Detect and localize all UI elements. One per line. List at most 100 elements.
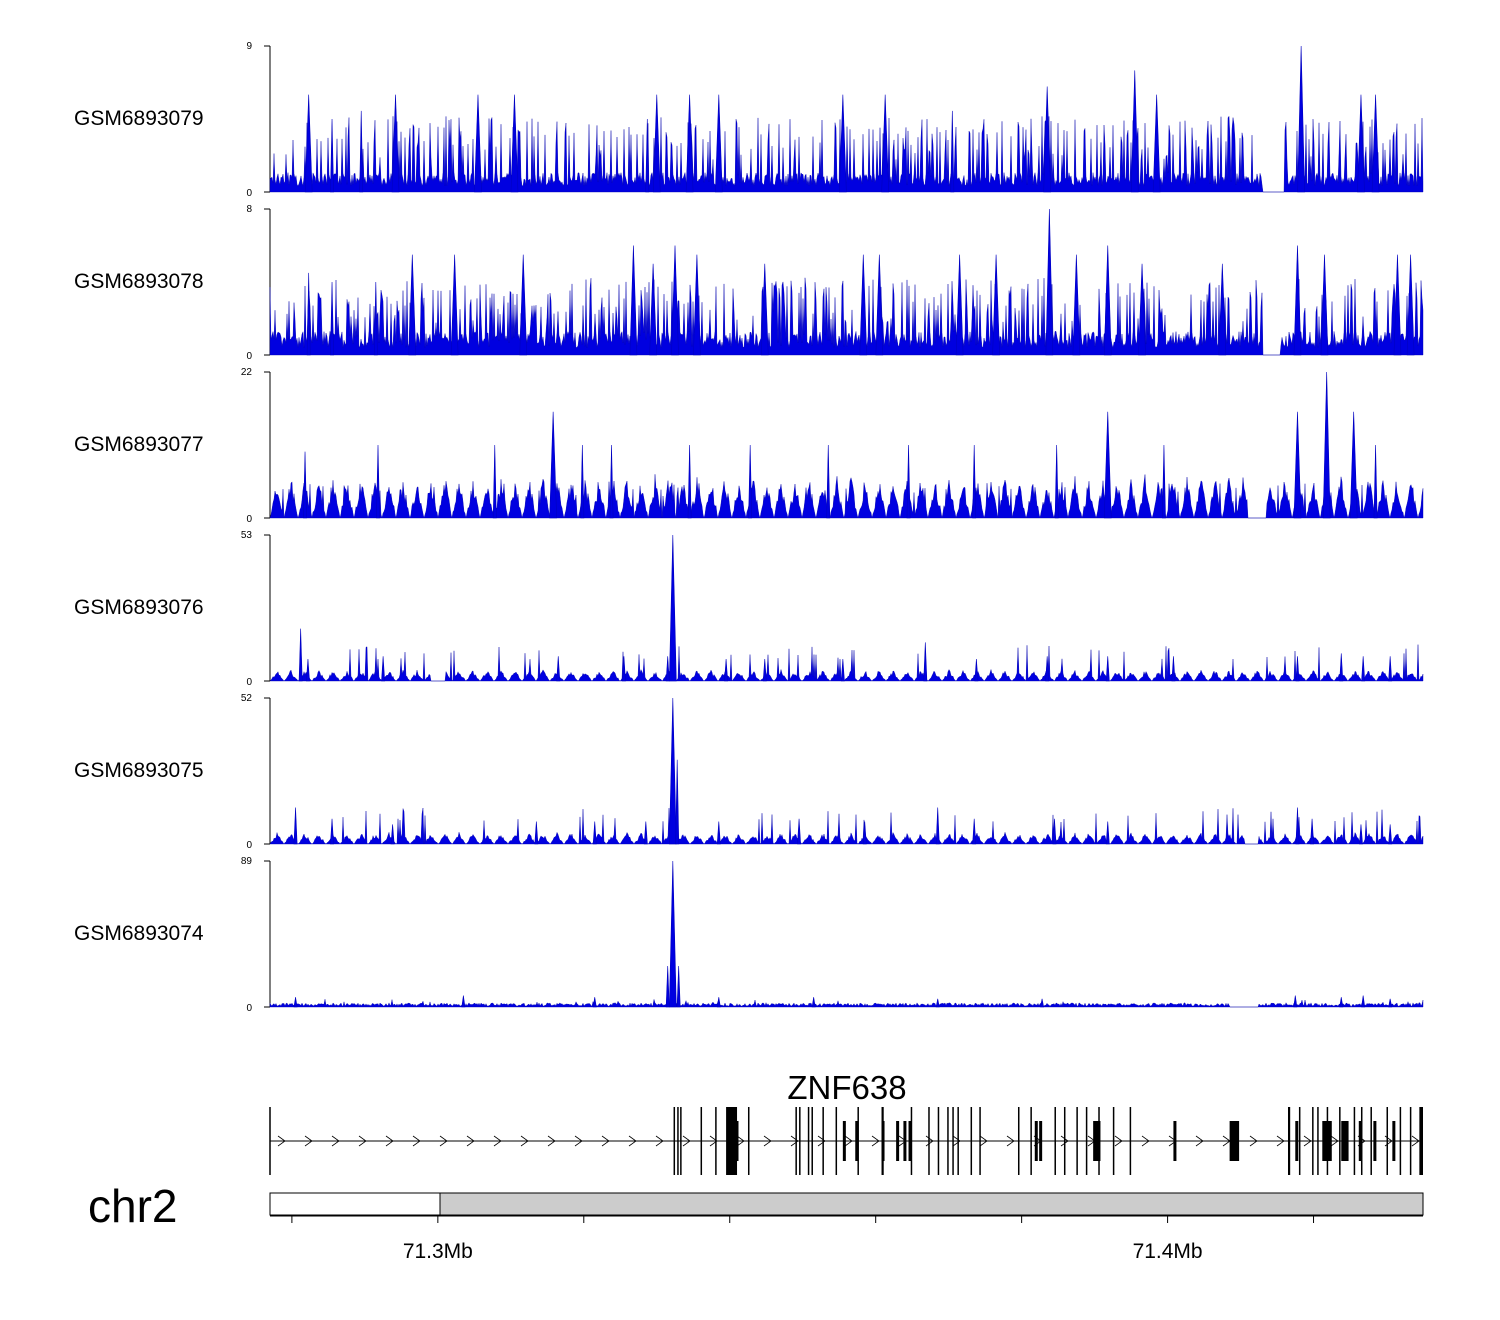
signal-peak [556,656,561,682]
signal-peak [1040,998,1045,1008]
signal-peak [450,254,459,356]
signal-peak [859,254,868,356]
signal-peak [714,94,723,193]
chromosome-ideogram: chr2 71.3Mb 71.4Mb [88,1180,1424,1263]
signal-peak [671,245,679,356]
signal-peak [1388,998,1393,1008]
track-GSM6893074: GSM6893074 89 0 [74,856,1424,1014]
exon-mark [747,1107,750,1175]
signal-peak [580,444,585,519]
signal-peak [306,658,310,682]
signal-peak [391,94,400,193]
signal-peak [1293,995,1298,1008]
strand-arrow [1411,1135,1420,1147]
signal-area [269,474,1424,519]
exon-mark [928,1107,930,1175]
signal-peak [1293,245,1302,356]
signal-peak [1130,70,1139,193]
coding-exon-mark [1358,1121,1362,1161]
position-tick-label: 71.4Mb [1133,1240,1203,1263]
signal-area [269,999,1424,1008]
exon-mark [947,1107,949,1175]
signal-peak [1103,411,1112,519]
track-label: GSM6893079 [74,107,204,130]
signal-peak [549,411,557,519]
exon-mark [715,1107,717,1175]
exon-mark [700,1107,703,1175]
y-min-label: 0 [246,840,252,851]
signal-peak [972,444,977,519]
signal-peak [935,807,940,845]
strand-arrow [466,1135,475,1147]
signal-peak [685,94,694,193]
signal-peak [1320,254,1329,356]
signal-peak [534,821,539,845]
signal-peak [676,965,681,1008]
exon-mark [1063,1107,1066,1175]
strand-arrow [331,1135,340,1147]
exon-mark [1129,1107,1132,1175]
y-max-label: 9 [246,41,252,52]
strand-arrow [709,1135,718,1147]
strand-arrow [601,1135,610,1147]
exon-mark [1112,1107,1115,1175]
strand-arrow [547,1135,556,1147]
exon-mark [937,1107,940,1175]
y-max-label: 22 [241,367,253,378]
track-GSM6893077: GSM6893077 22 0 [74,367,1424,525]
exon-mark [822,1107,824,1175]
signal-peak [811,997,816,1008]
strand-arrow [844,1135,853,1147]
signal-peak [461,995,466,1008]
exon-mark [1419,1107,1423,1175]
exon-mark [979,1107,981,1175]
strand-arrow [952,1135,961,1147]
signal-peak [330,118,334,193]
signal-peak [875,254,884,356]
exon-mark [795,1107,797,1175]
strand-arrow [385,1135,394,1147]
exon-mark [680,1107,682,1175]
coding-exon-mark [908,1121,912,1161]
signal-peak [293,807,298,845]
exon-mark [799,1107,801,1175]
strand-arrow [1006,1135,1015,1147]
strand-arrow [979,1135,988,1147]
exon-mark [1409,1107,1412,1175]
signal-peak [762,658,767,682]
signal-peak [1388,824,1393,845]
position-tick-label: 71.3Mb [403,1240,473,1263]
signal-peak [330,818,334,845]
signal-peak [839,94,847,193]
exon-mark [952,1107,954,1175]
strand-arrow [1060,1135,1069,1147]
exon-mark [811,1107,813,1175]
signal-peak [881,94,889,193]
signal-peak [760,263,769,356]
signal-peak [693,254,701,356]
track-GSM6893076: GSM6893076 53 0 [74,530,1424,688]
track-label: GSM6893077 [74,433,204,456]
signal-peak [359,110,364,193]
coding-exon-mark [1173,1121,1177,1161]
signal-peak [643,821,648,845]
signal-peak [992,254,1000,356]
strand-arrow [1141,1135,1150,1147]
signal-peak [1339,653,1344,682]
y-min-label: 0 [246,1003,252,1014]
strand-arrow [763,1135,772,1147]
signal-peak [935,998,940,1008]
signal-peak [1045,208,1054,356]
signal-peak [665,965,670,1008]
strand-arrow [790,1135,799,1147]
signal-peak [1218,263,1227,356]
signal-peak [474,94,482,193]
signal-peak [1371,94,1380,193]
signal-peak [1310,818,1314,845]
signal-peak [669,697,677,845]
signal-area [269,277,1424,356]
signal-peak [330,281,334,356]
y-max-label: 8 [246,204,252,215]
strand-arrow [817,1135,826,1147]
y-max-label: 89 [241,856,253,867]
